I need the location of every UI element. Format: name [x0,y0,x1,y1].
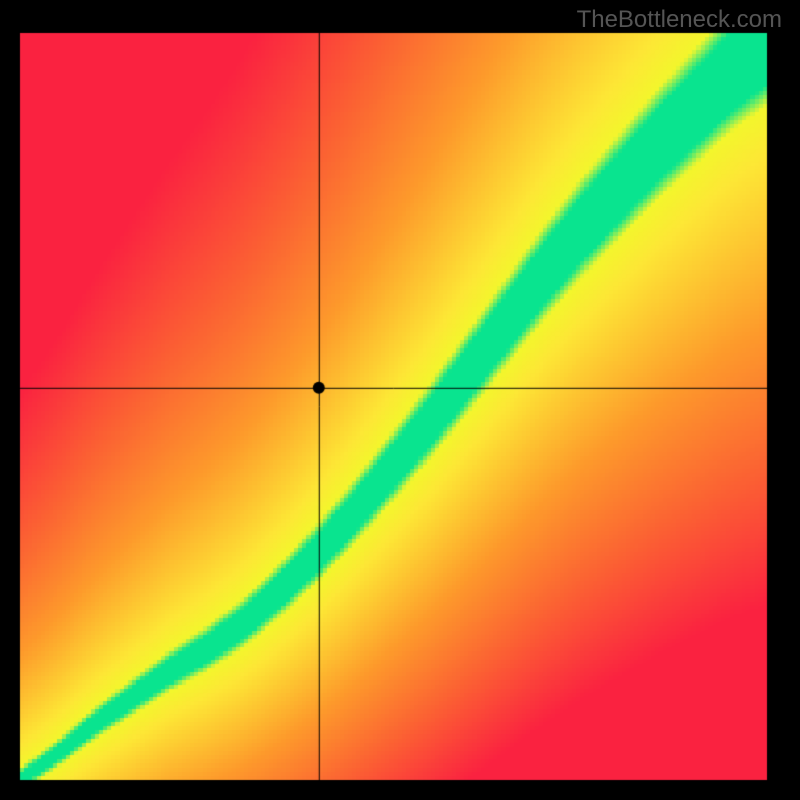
bottleneck-heatmap [0,0,800,800]
watermark-text: TheBottleneck.com [577,6,782,34]
